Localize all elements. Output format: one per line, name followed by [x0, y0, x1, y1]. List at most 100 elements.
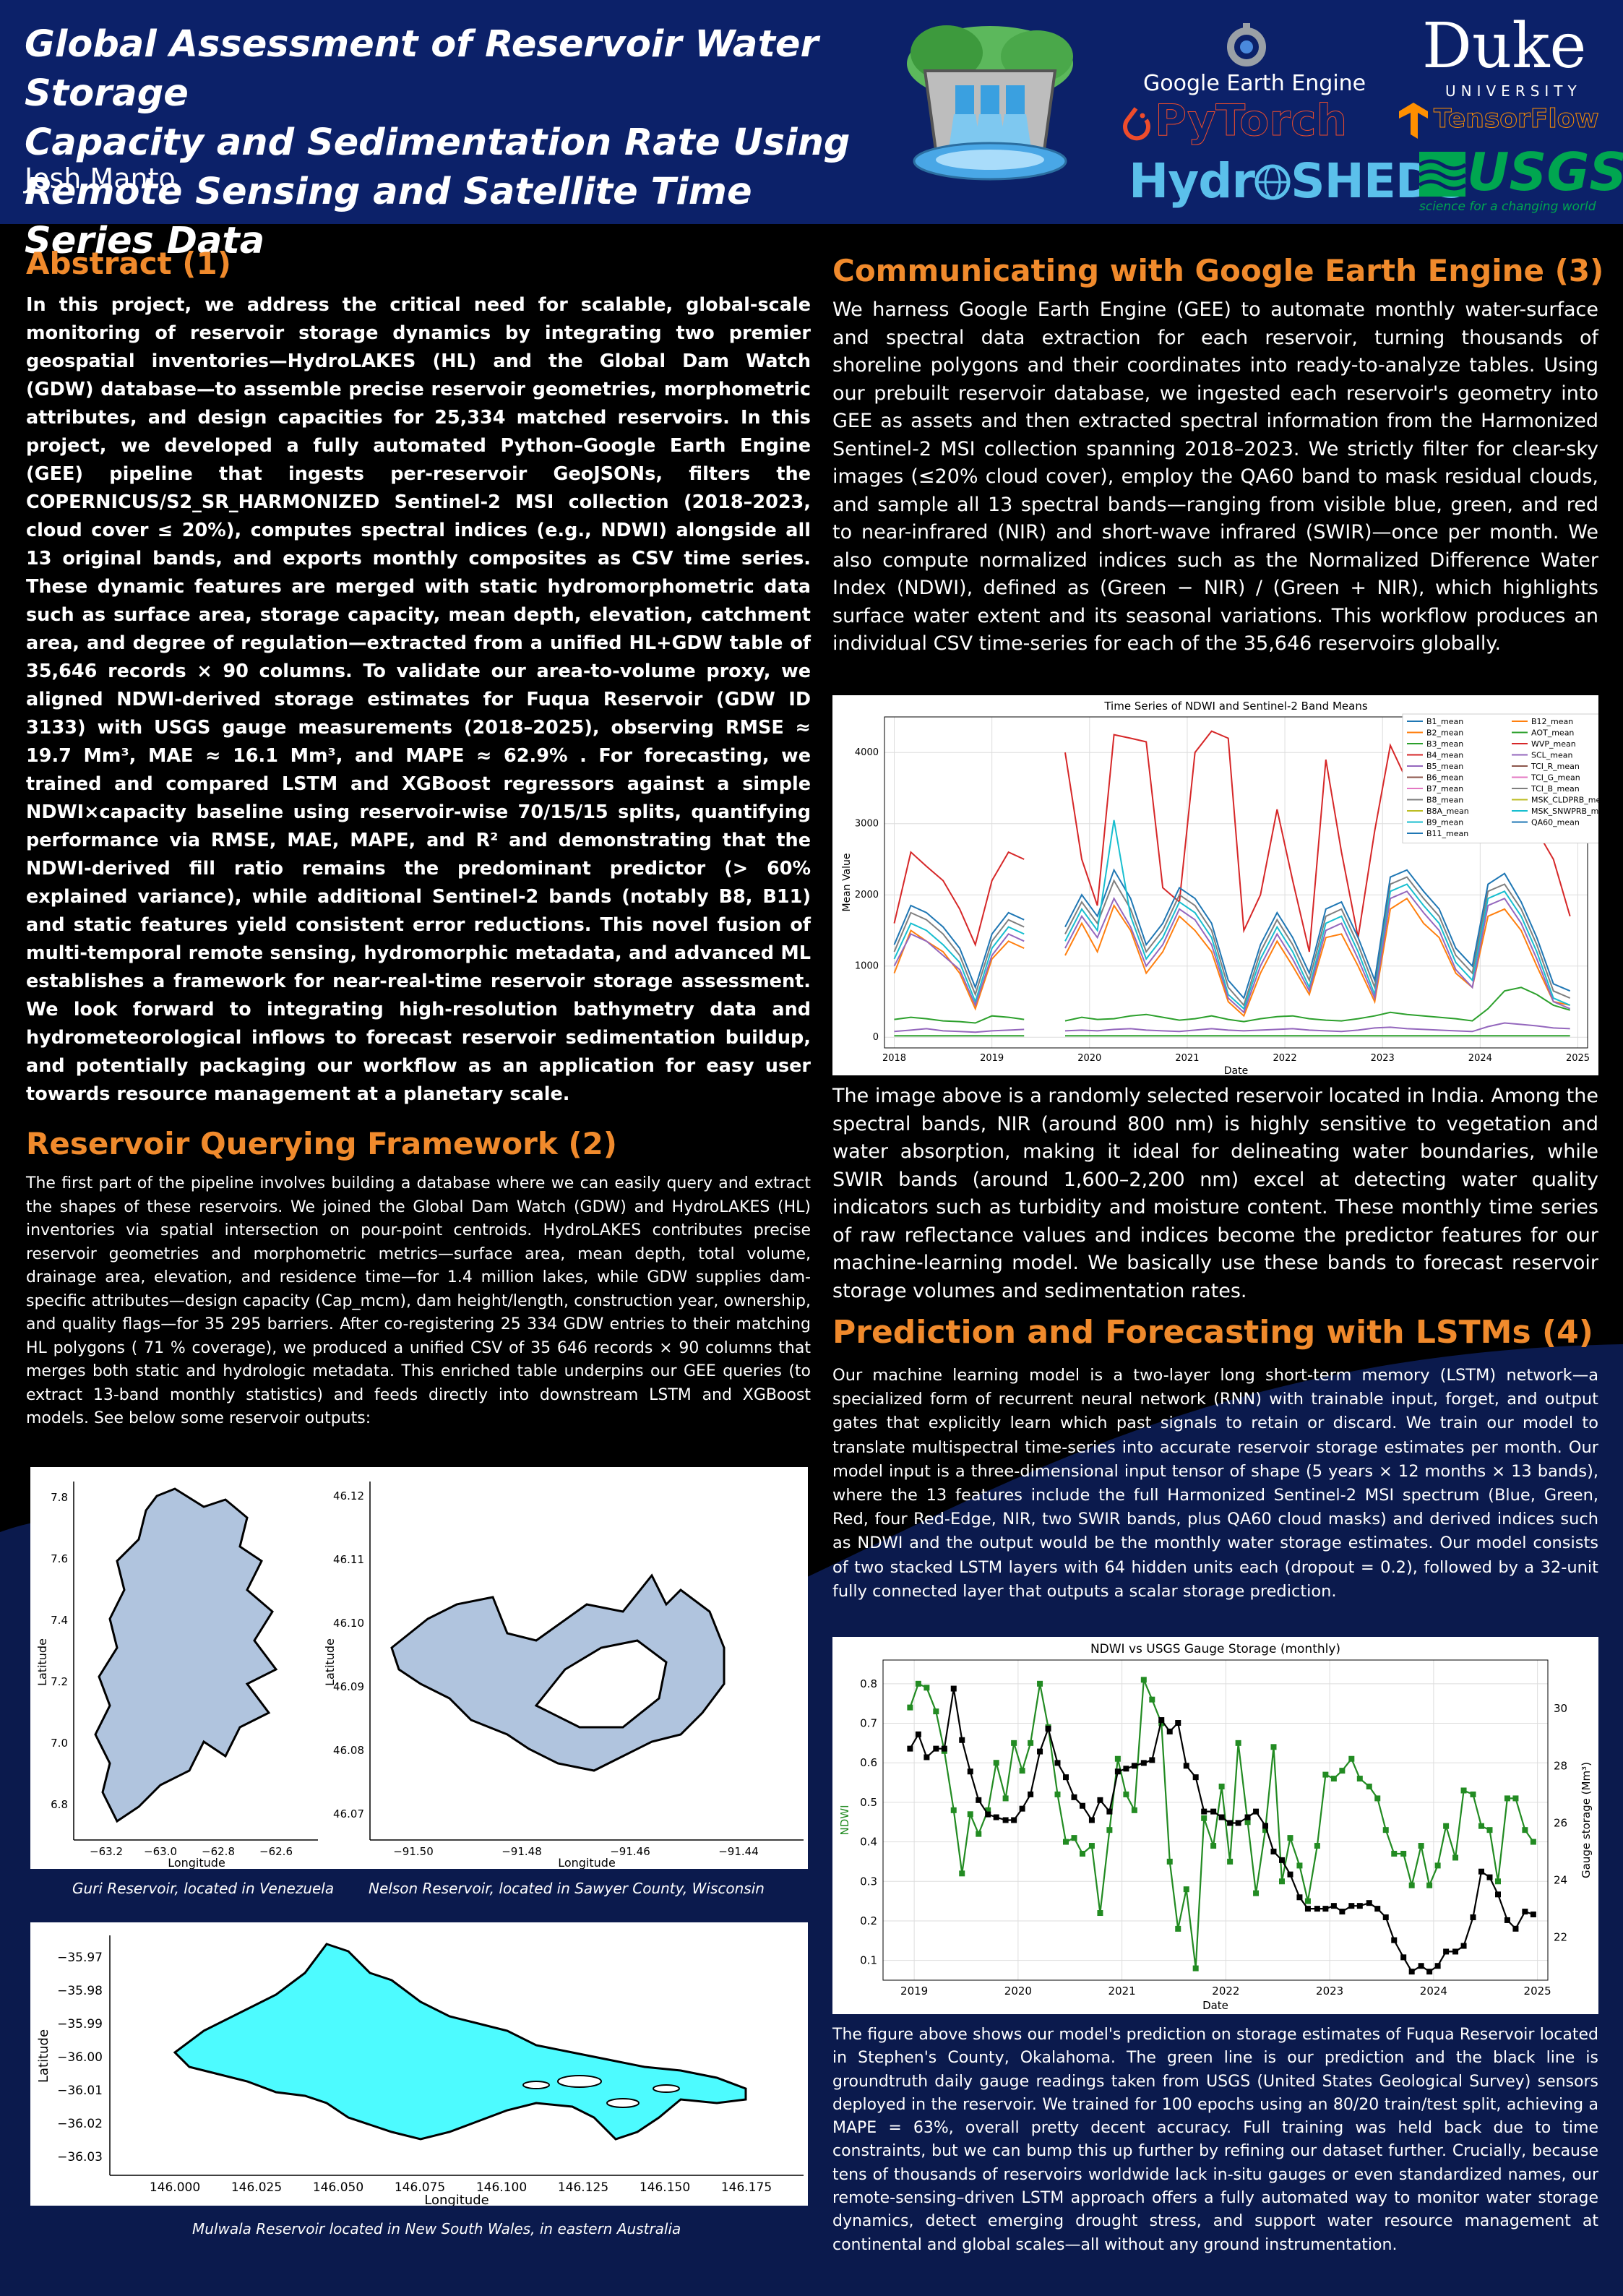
y-tick-label: 0	[873, 1032, 879, 1043]
x-tick-label: 2024	[1468, 1053, 1492, 1064]
series-marker	[1088, 1817, 1095, 1823]
mulwala-map: −35.97 −35.98 −35.99 −36.00 −36.01 −36.0…	[36, 1935, 804, 2208]
series-marker	[941, 1745, 947, 1752]
series-marker	[985, 1811, 991, 1818]
series-line	[893, 868, 1571, 1000]
series-marker	[1123, 1791, 1129, 1797]
series-marker	[1235, 1820, 1241, 1826]
legend-label: B7_mean	[1426, 784, 1463, 794]
legend-label: B6_mean	[1426, 773, 1463, 783]
mulwala-ytick: −36.00	[57, 2050, 103, 2065]
gee-icon	[1227, 23, 1266, 66]
series-marker	[1019, 1805, 1025, 1812]
series-marker	[1166, 1728, 1173, 1734]
guri-xticks: −63.2 −63.0 −62.8 −62.6	[90, 1845, 293, 1858]
mulwala-ytick: −35.97	[57, 1951, 103, 1965]
mulwala-xtick: 146.125	[558, 2180, 608, 2195]
gee-text: We harness Google Earth Engine (GEE) to …	[832, 298, 1598, 655]
chart-title: Time Series of NDWI and Sentinel-2 Band …	[1103, 700, 1367, 713]
legend-box	[1402, 713, 1617, 843]
guri-xtick: −62.8	[202, 1845, 235, 1858]
usgs-tagline: science for a changing world	[1419, 199, 1596, 214]
legend-label: B8A_mean	[1426, 807, 1469, 816]
series-marker	[1201, 1808, 1207, 1815]
series-marker	[1391, 1937, 1398, 1943]
series-marker	[1166, 1858, 1173, 1865]
series-marker	[993, 1760, 999, 1766]
series-marker	[1106, 1827, 1113, 1833]
series-marker	[1408, 1882, 1415, 1888]
series-marker	[1071, 1794, 1077, 1800]
legend-label: B4_mean	[1426, 751, 1463, 760]
guri-xtick: −63.2	[90, 1845, 123, 1858]
series-marker	[1304, 1906, 1311, 1912]
dam-illustration	[907, 25, 1073, 181]
series-marker	[1322, 1771, 1329, 1778]
series-marker	[967, 1811, 973, 1818]
x-tick-label: 2022	[1212, 1985, 1239, 1998]
nelson-ytick: 46.09	[333, 1680, 364, 1693]
series-marker	[1080, 1802, 1085, 1809]
author-name: Josh Manto	[25, 163, 176, 194]
pytorch-flame-icon	[1123, 107, 1150, 141]
lstm-heading: Prediction and Forecasting with LSTMs (4…	[832, 1314, 1593, 1351]
title-line-2: Capacity and Sedimentation Rate Using	[25, 121, 851, 164]
querying-text: The first part of the pipeline involves …	[26, 1174, 811, 1427]
series-marker	[1192, 1774, 1199, 1781]
series-marker	[1279, 1878, 1285, 1885]
series-line	[909, 1688, 1534, 1973]
series-marker	[985, 1807, 991, 1813]
series-marker	[1054, 1760, 1061, 1766]
y-tick-label: 4000	[855, 747, 879, 758]
querying-heading: Reservoir Querying Framework (2)	[26, 1126, 617, 1161]
y-right-tick-label: 22	[1554, 1931, 1567, 1944]
series-marker	[959, 1737, 965, 1743]
series-marker	[1330, 1903, 1337, 1909]
y-right-axis-label: Gauge storage (Mm³)	[1580, 1762, 1593, 1878]
series-marker	[1131, 1807, 1137, 1813]
x-tick-label: 2018	[882, 1053, 906, 1064]
series-marker	[1279, 1857, 1285, 1863]
series-line	[894, 986, 1570, 1024]
series-line	[893, 897, 1570, 1018]
series-marker	[907, 1704, 913, 1711]
y-tick-label: 0.6	[860, 1756, 877, 1769]
guri-ytick: 7.2	[51, 1675, 68, 1688]
nelson-xticks: −91.50 −91.48 −91.46 −91.44	[393, 1845, 759, 1858]
series-marker	[1140, 1760, 1147, 1766]
series-marker	[1314, 1906, 1320, 1912]
y-tick-label: 0.5	[860, 1796, 877, 1809]
legend-label: B9_mean	[1426, 818, 1463, 827]
x-tick-label: 2023	[1371, 1053, 1395, 1064]
series-marker	[1478, 1868, 1484, 1875]
series-marker	[1071, 1835, 1077, 1841]
y-right-tick-label: 24	[1554, 1874, 1567, 1887]
mulwala-xlabel: Longitude	[424, 2193, 489, 2206]
x-tick-label: 2020	[1077, 1053, 1101, 1064]
nelson-xtick: −91.48	[501, 1845, 542, 1858]
duke-university-text: UNIVERSITY	[1445, 82, 1582, 100]
legend-label: TCI_R_mean	[1531, 762, 1580, 771]
series-marker	[1339, 1768, 1346, 1774]
series-marker	[1037, 1748, 1043, 1755]
mulwala-xticks: 146.000 146.025 146.050 146.075 146.100 …	[150, 2180, 772, 2195]
series-marker	[1106, 1808, 1113, 1815]
legend-label: MSK_CLDPRB_mean	[1531, 796, 1598, 805]
nelson-xlabel: Longitude	[558, 1856, 616, 1869]
series-marker	[1530, 1912, 1536, 1918]
guri-ytick: 6.8	[51, 1798, 68, 1811]
y-right-tick-label: 30	[1554, 1702, 1567, 1715]
y-tick-label: 2000	[855, 890, 879, 900]
legend-label: WVP_mean	[1531, 739, 1576, 749]
series-marker	[1314, 1843, 1320, 1849]
series-marker	[1530, 1839, 1536, 1845]
guri-ytick: 7.8	[51, 1491, 68, 1504]
series-marker	[950, 1685, 957, 1692]
series-marker	[1512, 1795, 1519, 1802]
gee-heading: Communicating with Google Earth Engine (…	[832, 253, 1604, 288]
reservoir-maps-panel: 7.8 7.6 7.4 7.2 7.0 6.8 −63.2 −63.0 −62.…	[30, 1467, 808, 1869]
series-marker	[1460, 1943, 1467, 1949]
y-axis-label: Mean Value	[841, 853, 853, 911]
series-marker	[1262, 1827, 1268, 1833]
nelson-yticks: 46.12 46.11 46.10 46.09 46.08 46.07	[333, 1489, 364, 1820]
